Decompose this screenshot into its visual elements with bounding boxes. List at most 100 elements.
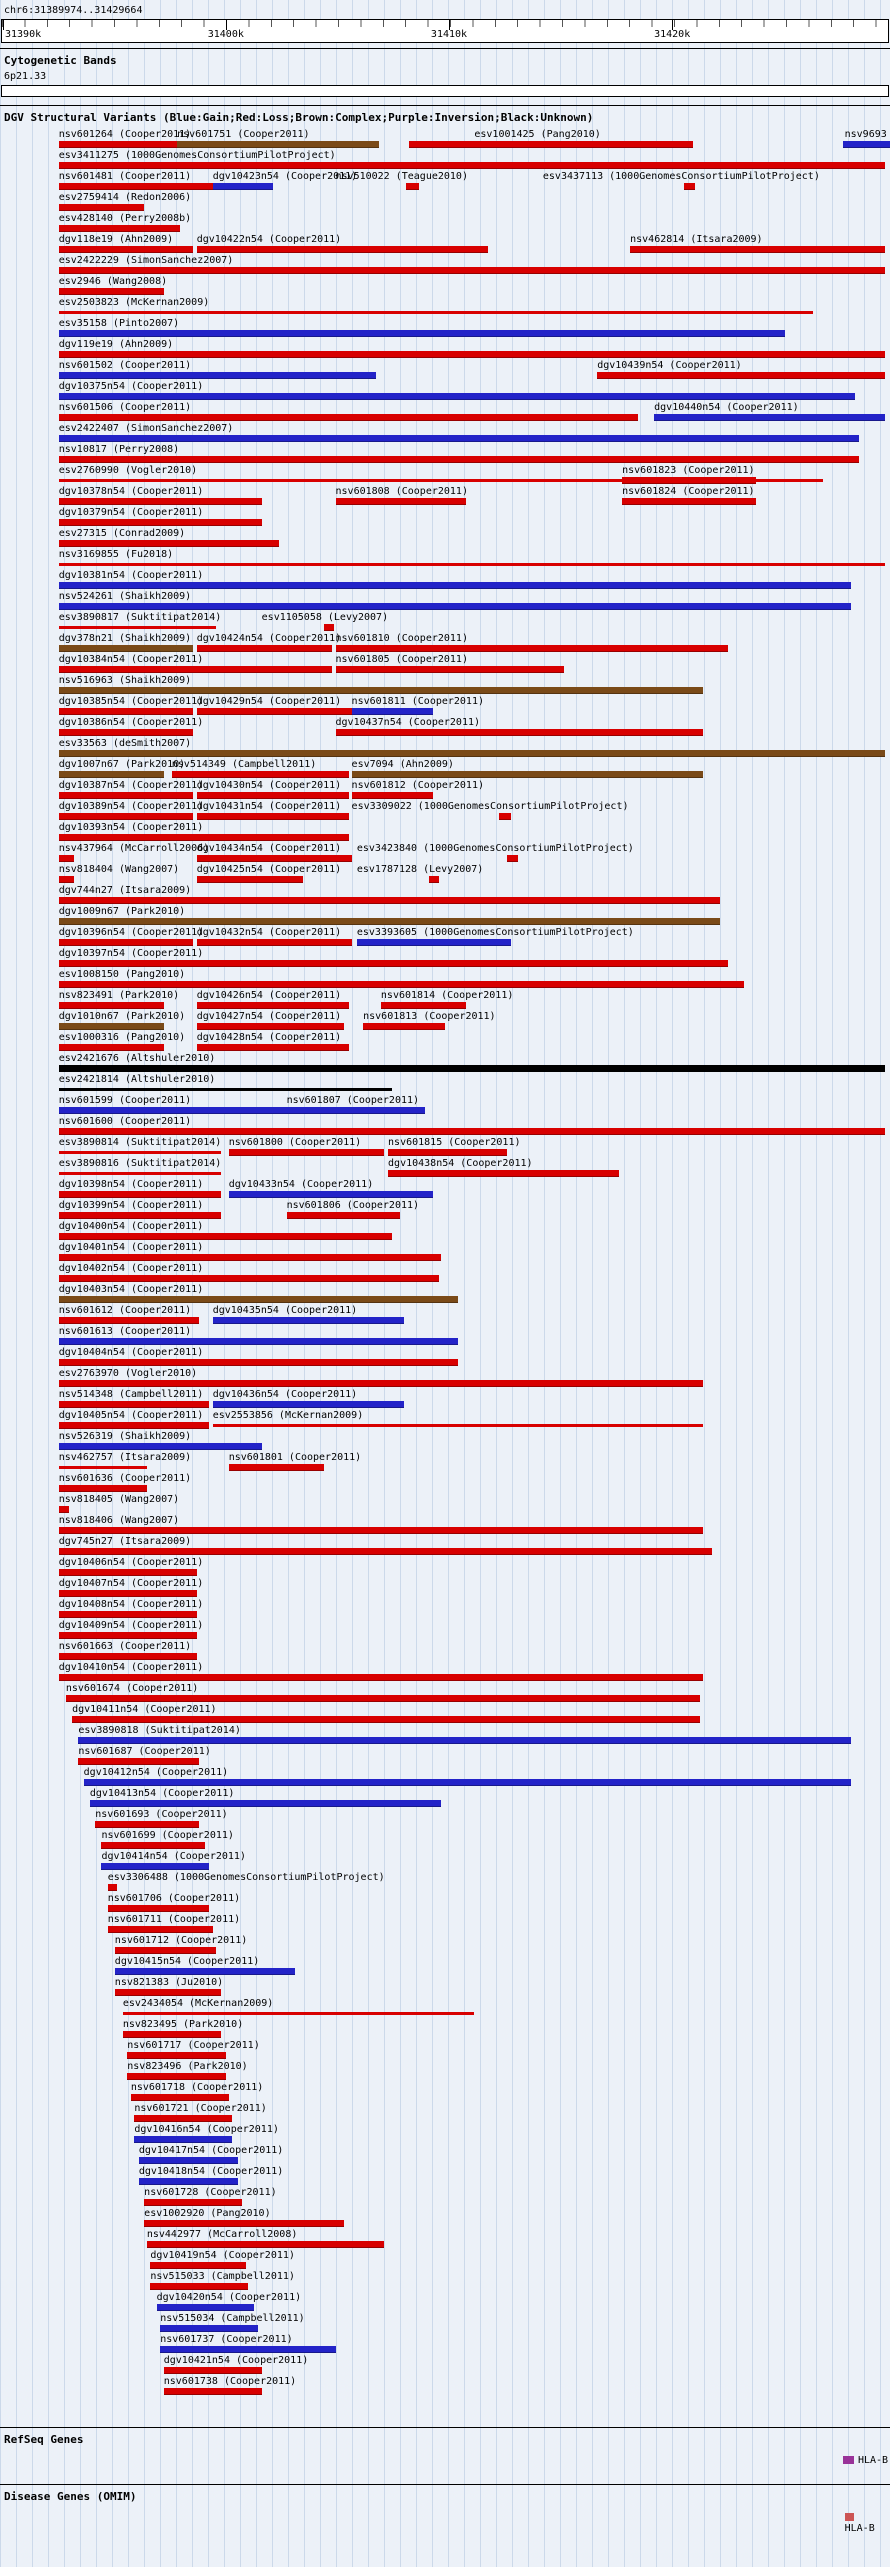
variant-bar[interactable] <box>58 1296 459 1303</box>
variant-bar[interactable] <box>363 1023 445 1030</box>
variant-bar[interactable] <box>177 141 380 148</box>
variant-bar[interactable] <box>380 1002 467 1009</box>
variant-bar[interactable] <box>58 1611 197 1618</box>
variant-bar[interactable] <box>597 372 885 379</box>
variant-bar[interactable] <box>58 1317 200 1324</box>
variant-bar[interactable] <box>58 183 213 190</box>
variant-bar[interactable] <box>160 2325 259 2332</box>
variant-bar[interactable] <box>58 519 262 526</box>
variant-bar[interactable] <box>58 771 164 778</box>
variant-bar[interactable] <box>127 2073 227 2080</box>
variant-bar[interactable] <box>323 624 334 631</box>
variant-bar[interactable] <box>212 1401 405 1408</box>
variant-bar[interactable] <box>388 1170 619 1177</box>
variant-bar[interactable] <box>58 479 824 482</box>
variant-bar[interactable] <box>196 708 352 715</box>
variant-bar[interactable] <box>58 414 639 421</box>
variant-bar[interactable] <box>58 1527 704 1534</box>
variant-bar[interactable] <box>335 666 565 673</box>
variant-bar[interactable] <box>58 563 885 566</box>
variant-bar[interactable] <box>58 1380 704 1387</box>
variant-bar[interactable] <box>58 1590 197 1597</box>
variant-bar[interactable] <box>58 1233 393 1240</box>
variant-bar[interactable] <box>58 141 178 148</box>
variant-bar[interactable] <box>58 876 74 883</box>
variant-bar[interactable] <box>58 1674 704 1681</box>
variant-bar[interactable] <box>58 1338 459 1345</box>
variant-bar[interactable] <box>58 1275 439 1282</box>
variant-bar[interactable] <box>58 960 728 967</box>
variant-bar[interactable] <box>842 141 890 148</box>
variant-bar[interactable] <box>89 1800 442 1807</box>
variant-bar[interactable] <box>351 792 434 799</box>
variant-bar[interactable] <box>144 2199 243 2206</box>
variant-bar[interactable] <box>58 687 704 694</box>
variant-bar[interactable] <box>196 1044 349 1051</box>
variant-bar[interactable] <box>171 771 349 778</box>
variant-bar[interactable] <box>107 1884 118 1891</box>
variant-bar[interactable] <box>58 666 332 673</box>
variant-bar[interactable] <box>58 918 720 925</box>
variant-bar[interactable] <box>107 1905 210 1912</box>
variant-bar[interactable] <box>58 162 885 169</box>
variant-bar[interactable] <box>58 311 814 314</box>
variant-bar[interactable] <box>122 2012 475 2015</box>
variant-bar[interactable] <box>58 1422 210 1429</box>
variant-bar[interactable] <box>58 288 164 295</box>
variant-bar[interactable] <box>335 645 728 652</box>
variant-bar[interactable] <box>654 414 885 421</box>
variant-bar[interactable] <box>101 1863 210 1870</box>
variant-bar[interactable] <box>228 1191 434 1198</box>
variant-bar[interactable] <box>150 2283 249 2290</box>
variant-bar[interactable] <box>130 2094 229 2101</box>
variant-bar[interactable] <box>212 183 274 190</box>
variant-bar[interactable] <box>127 2052 227 2059</box>
variant-bar[interactable] <box>58 1506 69 1513</box>
coordinate-ruler[interactable]: 31390k 31400k 31410k 31420k <box>1 19 889 43</box>
variant-bar[interactable] <box>58 1212 221 1219</box>
variant-bar[interactable] <box>58 393 856 400</box>
variant-bar[interactable] <box>196 792 349 799</box>
variant-bar[interactable] <box>196 645 332 652</box>
variant-bar[interactable] <box>388 1149 508 1156</box>
variant-bar[interactable] <box>58 1151 221 1154</box>
variant-bar[interactable] <box>212 1424 704 1427</box>
variant-bar[interactable] <box>196 1002 349 1009</box>
variant-bar[interactable] <box>114 1989 221 1996</box>
variant-bar[interactable] <box>160 2346 336 2353</box>
variant-bar[interactable] <box>58 1107 287 1114</box>
variant-bar[interactable] <box>163 2367 262 2374</box>
variant-bar[interactable] <box>58 1485 147 1492</box>
variant-bar[interactable] <box>134 2136 233 2143</box>
variant-bar[interactable] <box>58 267 885 274</box>
variant-bar[interactable] <box>58 1569 197 1576</box>
variant-bar[interactable] <box>286 1107 426 1114</box>
variant-bar[interactable] <box>405 183 420 190</box>
variant-bar[interactable] <box>622 498 756 505</box>
variant-bar[interactable] <box>58 834 349 841</box>
gene-glyph[interactable] <box>844 2513 855 2521</box>
variant-bar[interactable] <box>58 750 885 757</box>
variant-bar[interactable] <box>58 1023 164 1030</box>
variant-bar[interactable] <box>335 498 467 505</box>
variant-bar[interactable] <box>163 2388 262 2395</box>
variant-bar[interactable] <box>83 1779 851 1786</box>
variant-bar[interactable] <box>58 1172 221 1175</box>
variant-bar[interactable] <box>150 2262 246 2269</box>
variant-bar[interactable] <box>196 813 349 820</box>
variant-bar[interactable] <box>58 540 279 547</box>
variant-bar[interactable] <box>356 939 511 946</box>
variant-bar[interactable] <box>58 1401 210 1408</box>
variant-bar[interactable] <box>58 981 745 988</box>
variant-bar[interactable] <box>138 2178 238 2185</box>
variant-bar[interactable] <box>58 1653 197 1660</box>
variant-bar[interactable] <box>58 626 217 629</box>
variant-bar[interactable] <box>58 603 851 610</box>
variant-bar[interactable] <box>58 1002 164 1009</box>
variant-bar[interactable] <box>58 1088 393 1091</box>
variant-bar[interactable] <box>58 1466 147 1469</box>
variant-bar[interactable] <box>58 939 194 946</box>
variant-bar[interactable] <box>196 855 352 862</box>
variant-bar[interactable] <box>58 708 194 715</box>
variant-bar[interactable] <box>428 876 439 883</box>
